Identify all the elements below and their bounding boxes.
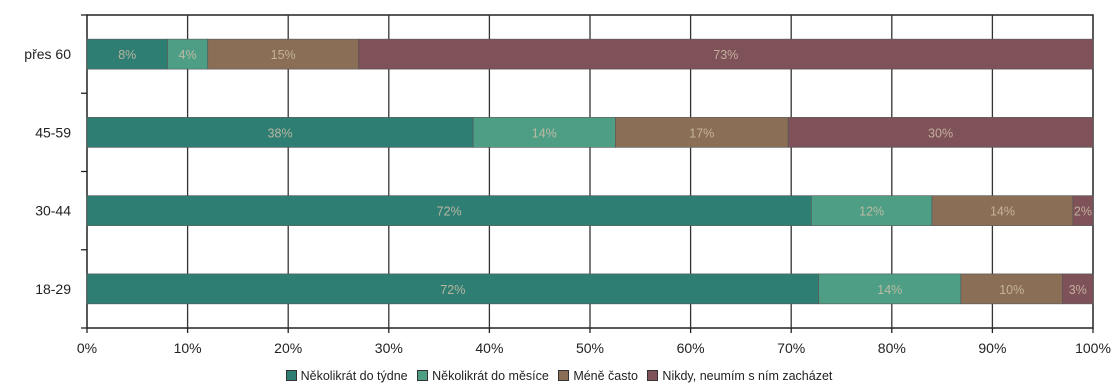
x-tick-label: 50% bbox=[576, 340, 604, 356]
legend-item-series-4: Nikdy, neumím s ním zacházet bbox=[647, 369, 832, 383]
y-category-label: 30-44 bbox=[35, 203, 71, 219]
bar-data-label: 72% bbox=[437, 205, 462, 219]
y-category-label: 45-59 bbox=[35, 124, 71, 140]
bar-segment bbox=[167, 38, 209, 70]
bar-segment bbox=[86, 195, 812, 226]
x-tick-label: 0% bbox=[77, 340, 97, 356]
bar-segment bbox=[472, 117, 616, 148]
bar-data-label: 38% bbox=[268, 126, 293, 140]
bar-segment bbox=[86, 117, 474, 148]
legend-label-series-1: Několikrát do týdne bbox=[300, 369, 408, 383]
bar-data-label: 15% bbox=[271, 48, 296, 62]
bar-data-label: 72% bbox=[440, 283, 465, 297]
bar-data-label: 14% bbox=[990, 205, 1015, 219]
bar-segment bbox=[1072, 195, 1094, 226]
legend-swatch-series-2 bbox=[417, 370, 429, 381]
x-tick-label: 90% bbox=[978, 340, 1006, 356]
bar-data-label: 73% bbox=[713, 48, 738, 62]
x-tick-label: 80% bbox=[878, 340, 906, 356]
bar-segment bbox=[787, 117, 1094, 148]
x-tick-label: 10% bbox=[174, 340, 202, 356]
bar-segment bbox=[960, 273, 1063, 305]
bar-segment bbox=[818, 273, 962, 305]
bar-segment bbox=[931, 195, 1074, 226]
y-category-label: přes 60 bbox=[24, 46, 71, 62]
bar-data-label: 3% bbox=[1069, 283, 1087, 297]
bar-data-label: 12% bbox=[859, 205, 884, 219]
bar-data-label: 4% bbox=[179, 48, 197, 62]
x-tick-label: 60% bbox=[677, 340, 705, 356]
legend-item-series-3: Méně často bbox=[558, 369, 638, 383]
bar-segment bbox=[811, 195, 933, 226]
x-tick-label: 70% bbox=[777, 340, 805, 356]
y-category-label: 18-29 bbox=[35, 281, 71, 297]
x-tick-label: 30% bbox=[375, 340, 403, 356]
bar-segment bbox=[207, 38, 359, 70]
bar-data-label: 17% bbox=[689, 126, 714, 140]
legend: Několikrát do týdne Několikrát do měsíce… bbox=[0, 369, 1118, 383]
bar-data-label: 10% bbox=[999, 283, 1024, 297]
legend-swatch-series-1 bbox=[285, 370, 297, 381]
bar-segment bbox=[1062, 273, 1094, 305]
legend-swatch-series-4 bbox=[647, 370, 659, 381]
bar-segment bbox=[615, 117, 789, 148]
bar-data-label: 30% bbox=[928, 126, 953, 140]
x-tick-label: 100% bbox=[1075, 340, 1111, 356]
legend-label-series-4: Nikdy, neumím s ním zacházet bbox=[662, 369, 833, 383]
legend-label-series-3: Méně často bbox=[573, 369, 638, 383]
legend-label-series-2: Několikrát do měsíce bbox=[432, 369, 549, 383]
bar-data-label: 8% bbox=[118, 48, 136, 62]
bar-segment bbox=[86, 38, 168, 70]
legend-swatch-series-3 bbox=[558, 370, 570, 381]
bar-data-label: 2% bbox=[1074, 205, 1092, 219]
bar-segment bbox=[86, 273, 819, 305]
bar-data-label: 14% bbox=[877, 283, 902, 297]
bar-segment bbox=[358, 38, 1094, 70]
legend-item-series-2: Několikrát do měsíce bbox=[417, 369, 549, 383]
x-tick-label: 20% bbox=[274, 340, 302, 356]
x-tick-label: 40% bbox=[475, 340, 503, 356]
legend-item-series-1: Několikrát do týdne bbox=[285, 369, 408, 383]
bar-data-label: 14% bbox=[532, 126, 557, 140]
